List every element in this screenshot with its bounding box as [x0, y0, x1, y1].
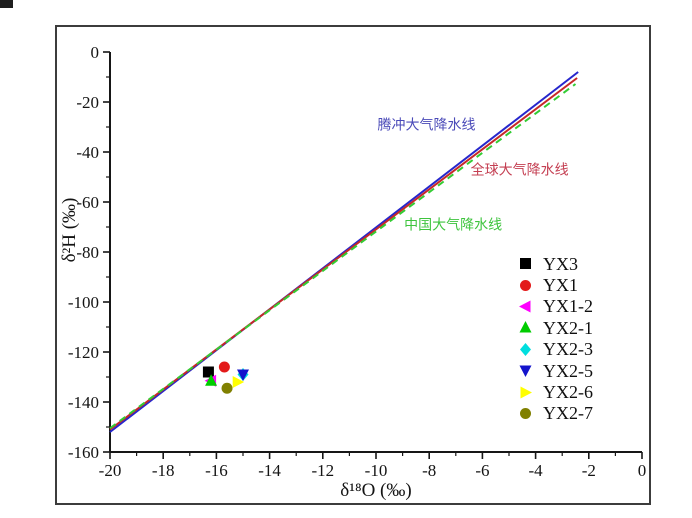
legend-item-label: YX3 — [543, 253, 578, 274]
x-tick-label: -8 — [422, 461, 436, 480]
legend-item-YX1-2: YX1-2 — [518, 296, 593, 317]
legend-item-YX2-1: YX2-1 — [518, 317, 593, 338]
legend-item-label: YX2-3 — [543, 339, 593, 360]
legend-item-label: YX2-1 — [543, 317, 593, 338]
legend-triangle-left-icon — [519, 300, 531, 313]
x-tick-label: -12 — [311, 461, 334, 480]
y-tick-label: -80 — [76, 243, 99, 262]
legend-item-label: YX1 — [543, 275, 578, 296]
legend-item-YX2-5: YX2-5 — [518, 360, 593, 381]
triangle-down-marker-icon — [237, 369, 249, 381]
legend-circle-icon — [520, 279, 531, 291]
x-tick-label: -6 — [475, 461, 489, 480]
circle-marker-icon — [221, 382, 233, 394]
legend-triangle-down-icon — [519, 365, 532, 378]
data-point-YX1 — [218, 361, 230, 373]
y-tick-label: -40 — [76, 143, 99, 162]
x-tick-label: -14 — [258, 461, 281, 480]
x-tick-label: -20 — [99, 461, 122, 480]
x-tick-label: -10 — [365, 461, 388, 480]
chart-frame — [55, 25, 651, 505]
legend-item-label: YX2-5 — [543, 360, 593, 381]
legend-item-label: YX2-7 — [543, 403, 593, 424]
diamond-glyph — [520, 342, 531, 356]
legend-item-YX2-6: YX2-6 — [518, 381, 593, 402]
legend-triangle-right-icon — [520, 386, 532, 399]
global-mwl-label: 全球大气降水线 — [471, 162, 569, 179]
circle-marker-icon — [218, 361, 230, 373]
x-tick-label: -4 — [529, 461, 544, 480]
legend-item-YX1: YX1 — [518, 274, 593, 295]
triangle-up-marker-icon — [205, 374, 218, 386]
legend-triangle-up-icon — [519, 321, 532, 333]
square-glyph — [520, 258, 531, 270]
y-tick-label: -140 — [68, 393, 99, 412]
china-mwl-line — [109, 83, 577, 430]
x-axis-label: δ¹⁸O (‰) — [340, 480, 412, 501]
square-marker-icon — [202, 366, 214, 378]
corner-artifact — [0, 0, 13, 8]
data-point-YX2-5 — [237, 369, 249, 381]
legend-square-icon — [520, 258, 531, 270]
x-tick-label: 0 — [638, 461, 647, 480]
y-tick-label: -160 — [68, 443, 99, 462]
y-tick-label: -60 — [76, 193, 99, 212]
x-tick-label: -18 — [152, 461, 175, 480]
legend-diamond-icon — [520, 342, 531, 356]
circle-glyph — [520, 279, 531, 291]
y-axis-label: δ²H (‰) — [59, 197, 80, 263]
tengchong-mwl-line — [109, 71, 579, 433]
x-tick-label: -2 — [582, 461, 596, 480]
tengchong-mwl-label: 腾冲大气降水线 — [378, 117, 476, 134]
triangle-right-glyph — [520, 386, 532, 399]
x-tick-label: -16 — [205, 461, 228, 480]
y-tick-label: -120 — [68, 343, 99, 362]
legend-item-YX2-7: YX2-7 — [518, 403, 593, 424]
circle-glyph — [520, 407, 531, 419]
legend-item-label: YX1-2 — [543, 296, 593, 317]
data-point-YX2-6 — [232, 376, 245, 388]
china-mwl-label: 中国大气降水线 — [404, 218, 502, 234]
legend-item-label: YX2-6 — [543, 382, 593, 403]
triangle-down-glyph — [519, 365, 532, 378]
legend-circle-icon — [520, 407, 531, 419]
y-tick-label: -20 — [76, 93, 99, 112]
data-point-YX2-1 — [205, 374, 218, 386]
triangle-right-marker-icon — [232, 376, 245, 388]
triangle-left-glyph — [519, 300, 531, 313]
triangle-up-glyph — [519, 321, 532, 333]
y-tick-label: -100 — [68, 293, 99, 312]
data-point-YX3 — [202, 366, 214, 378]
legend-item-YX3: YX3 — [518, 253, 593, 274]
y-tick-label: 0 — [91, 43, 100, 62]
legend: YX3 YX1 YX1-2 YX2-1 YX2-3 YX2-5 YX2-6 YX2-7 — [518, 253, 593, 424]
data-point-YX2-7 — [221, 382, 233, 394]
legend-item-YX2-3: YX2-3 — [518, 339, 593, 360]
